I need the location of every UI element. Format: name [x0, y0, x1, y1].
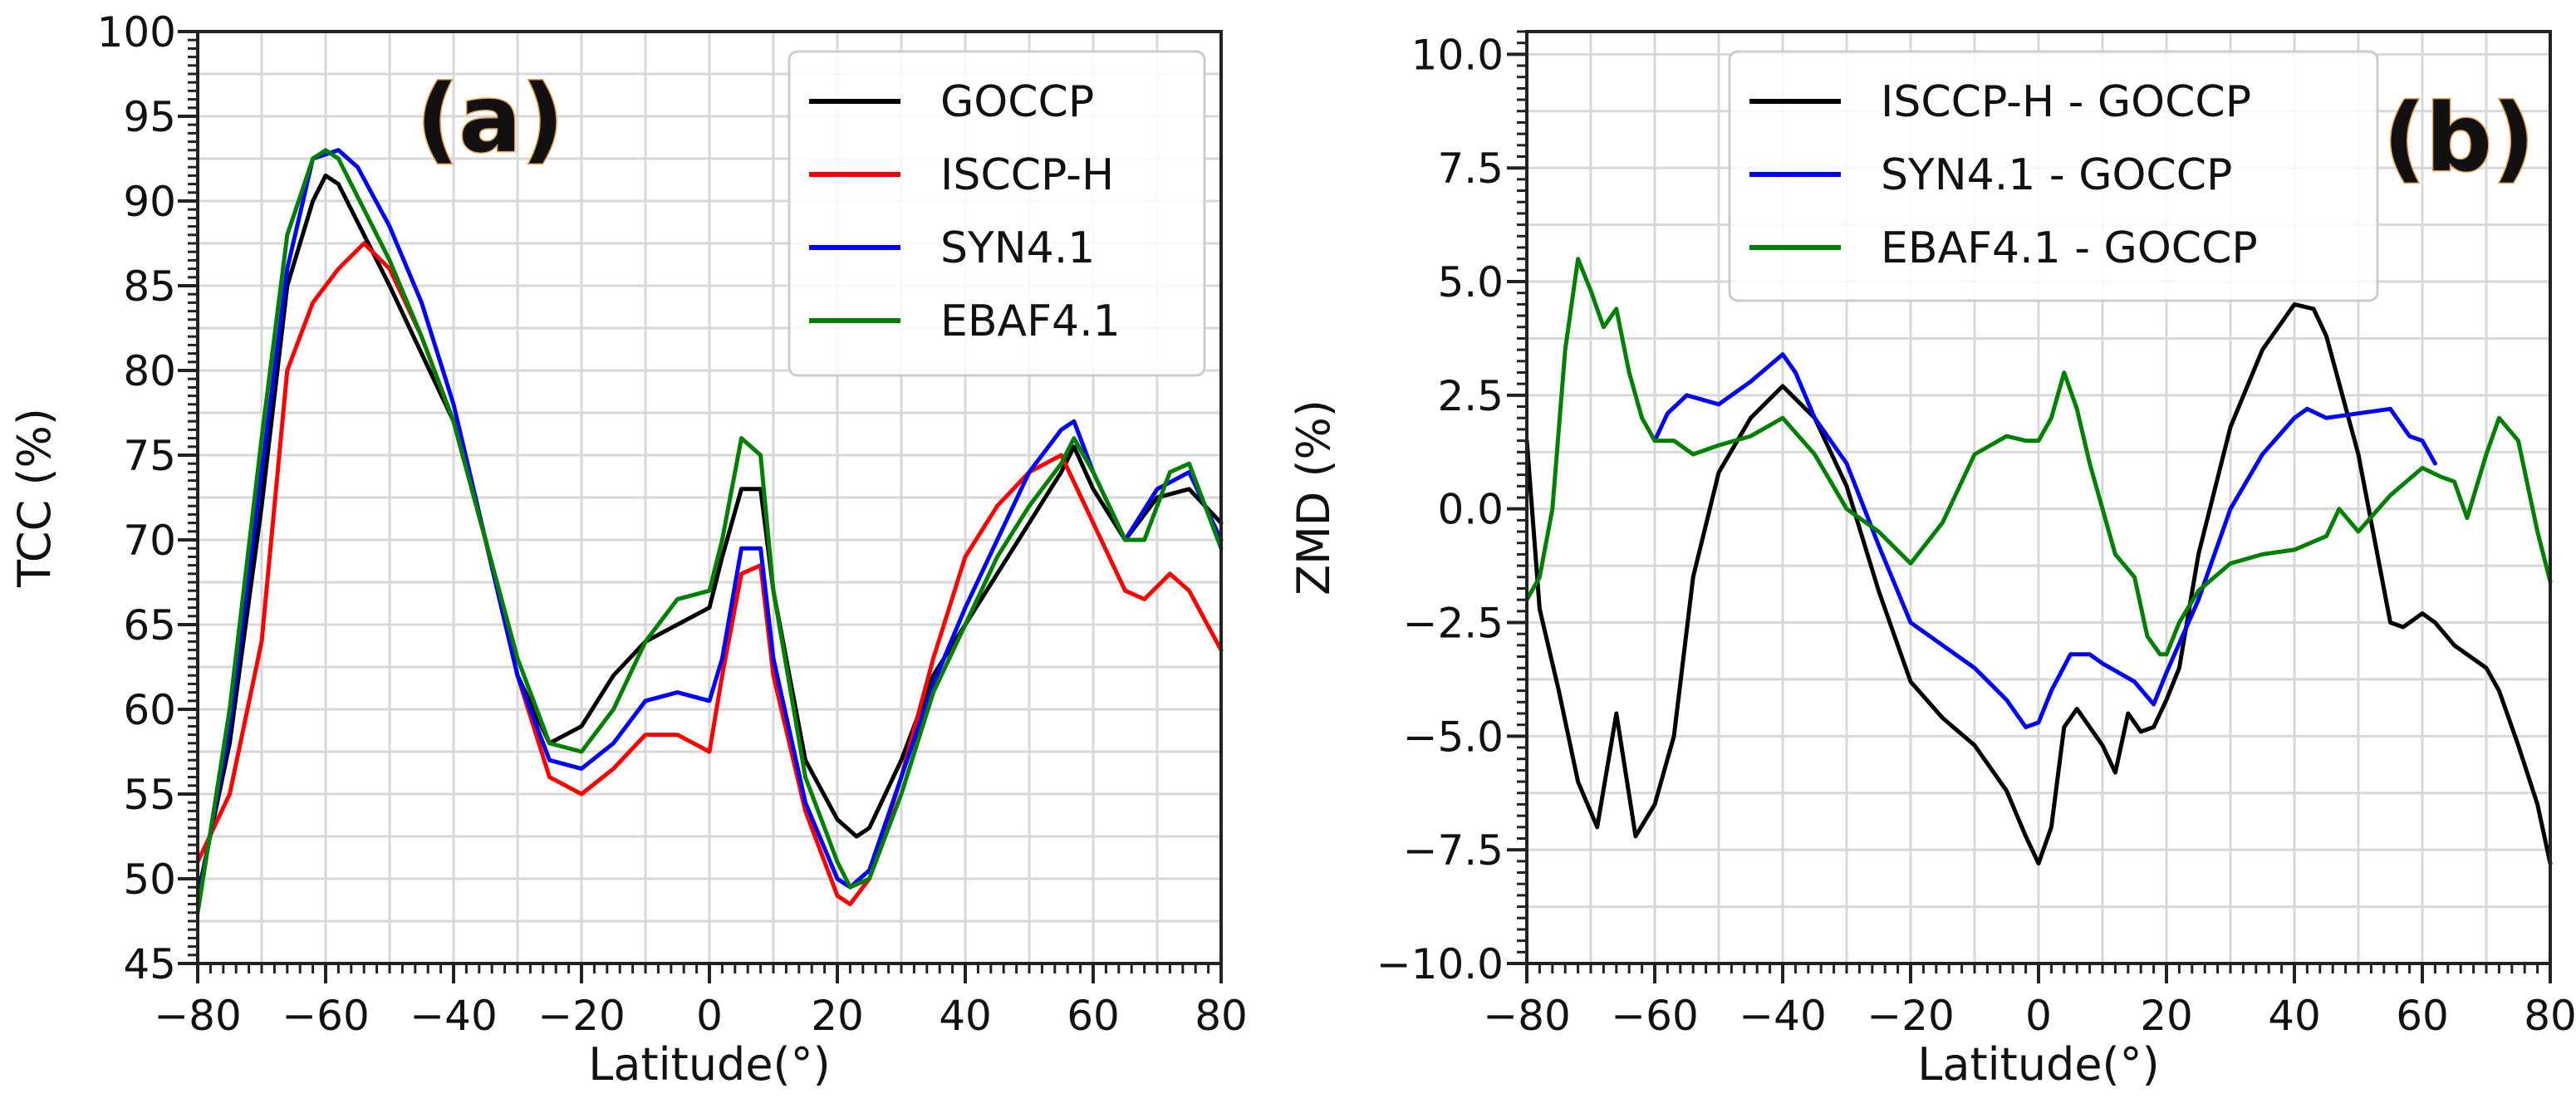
y-tick-label: −5.0	[1403, 713, 1504, 761]
x-tick-label: −80	[154, 992, 242, 1040]
legend-box	[1728, 50, 2379, 302]
legend-label: EBAF4.1 - GOCCP	[1881, 223, 2258, 273]
y-tick-label: 45	[123, 940, 176, 988]
x-tick-label: −40	[1739, 992, 1827, 1040]
x-tick-label: 80	[2524, 992, 2576, 1040]
y-tick-label: 7.5	[1437, 145, 1504, 193]
x-tick-label: −60	[1611, 992, 1699, 1040]
x-axis-label: Latitude(°)	[1917, 1038, 2159, 1091]
y-axis-label: TCC (%)	[8, 408, 61, 588]
x-tick-label: −60	[282, 992, 370, 1040]
x-tick-label: −20	[537, 992, 626, 1040]
y-tick-label: 50	[123, 856, 176, 904]
series-line-isccp-h	[195, 241, 1224, 907]
panel-label: (b)	[2383, 85, 2535, 193]
y-tick-label: 100	[97, 8, 176, 56]
chart-panel-b: −80 −60 −40 −20 0 20 40 60 80 −10.0 −7.5 −5.0 −2.5 0.…	[1288, 30, 2576, 1091]
series-line-goccp	[195, 173, 1224, 898]
series-line-syn4-1-goccp	[1652, 352, 2437, 729]
x-tick-label: 20	[811, 992, 864, 1040]
y-tick-label: 55	[123, 771, 176, 819]
x-tick-label: 60	[1067, 992, 1120, 1040]
x-tick-label: −80	[1483, 992, 1571, 1040]
series-lines	[195, 148, 1224, 915]
legend-label: ISCCP-H - GOCCP	[1881, 77, 2251, 127]
legend-label: SYN4.1 - GOCCP	[1881, 150, 2232, 200]
axis-ticks: −80 −60 −40 −20 0 20 40 60 80 45 50 55 60 65 70 75 80 85 9…	[97, 8, 1248, 1040]
series-line-ebaf4-1-goccp	[1524, 257, 2553, 657]
legend-label: GOCCP	[940, 77, 1094, 127]
x-tick-label: 60	[2396, 992, 2449, 1040]
y-tick-label: 95	[123, 93, 176, 141]
y-tick-label: 0.0	[1437, 486, 1504, 534]
legend-label: ISCCP-H	[940, 150, 1114, 200]
y-tick-label: −7.5	[1403, 826, 1504, 875]
x-tick-label: 40	[939, 992, 992, 1040]
y-tick-label: 90	[123, 178, 176, 226]
legend: ISCCP-H - GOCCP SYN4.1 - GOCCP EBAF4.1 - G…	[1728, 50, 2379, 302]
axis-ticks: −80 −60 −40 −20 0 20 40 60 80 −10.0 −7.5 −5.0 −2.5 0.…	[1376, 30, 2576, 1040]
y-tick-label: −10.0	[1376, 940, 1504, 988]
panel-label: (a)	[416, 66, 564, 174]
chart-panel-a: −80 −60 −40 −20 0 20 40 60 80 45 50 55 60 65 70 75 80 85 9…	[8, 8, 1248, 1091]
x-tick-label: −40	[410, 992, 498, 1040]
series-line-syn4-1	[195, 148, 1224, 907]
x-tick-label: 20	[2140, 992, 2193, 1040]
y-axis-label: ZMD (%)	[1288, 400, 1340, 596]
y-tick-label: 80	[123, 347, 176, 395]
x-tick-label: −20	[1867, 992, 1955, 1040]
x-axis-label: Latitude(°)	[588, 1038, 830, 1091]
series-line-isccp-h-goccp	[1524, 302, 2553, 866]
legend-box	[788, 50, 1206, 377]
y-tick-label: 60	[123, 686, 176, 734]
series-line-ebaf4-1	[195, 148, 1224, 915]
y-tick-label: 5.0	[1437, 258, 1504, 306]
y-tick-label: −2.5	[1403, 600, 1504, 648]
y-tick-label: 75	[123, 432, 176, 480]
legend: GOCCP ISCCP-H SYN4.1 EBAF4.1	[788, 50, 1206, 377]
y-tick-label: 70	[123, 517, 176, 565]
y-tick-label: 65	[123, 601, 176, 650]
x-tick-label: 0	[2025, 992, 2052, 1040]
legend-label: EBAF4.1	[940, 297, 1121, 346]
x-tick-label: 80	[1195, 992, 1248, 1040]
series-lines	[1524, 257, 2553, 866]
legend-label: SYN4.1	[940, 223, 1095, 273]
y-tick-label: 10.0	[1411, 31, 1504, 79]
x-tick-label: 0	[696, 992, 723, 1040]
y-tick-label: 85	[123, 262, 176, 311]
y-tick-label: 2.5	[1437, 372, 1504, 420]
x-tick-label: 40	[2268, 992, 2321, 1040]
